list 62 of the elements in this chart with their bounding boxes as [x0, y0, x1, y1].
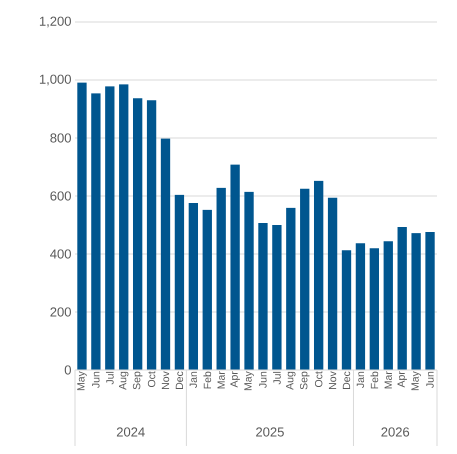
x-tick-label: May — [244, 371, 254, 390]
bar — [188, 202, 198, 370]
y-tick-label: 200 — [50, 307, 71, 317]
y-tick-label: 1,000 — [40, 74, 71, 86]
x-tick-label: Jan — [356, 372, 364, 388]
bar — [77, 82, 87, 370]
x-tick-label: Mar — [384, 371, 392, 388]
bar — [258, 222, 268, 370]
bar — [384, 241, 393, 370]
bar — [216, 188, 226, 370]
x-tick-label: Mar — [218, 371, 225, 388]
bar — [160, 138, 170, 370]
bar — [272, 224, 282, 370]
x-tick-label: Apr — [230, 371, 240, 388]
x-tick-label: Aug — [286, 372, 296, 390]
x-tick-label: Dec — [342, 371, 350, 389]
bar — [286, 208, 296, 370]
bar — [132, 98, 142, 370]
y-tick-label: 800 — [50, 133, 71, 143]
x-tick-label: May — [411, 371, 421, 390]
x-tick-label: Jul — [273, 372, 281, 384]
x-tick-label: Nov — [328, 371, 336, 389]
y-tick-label: 600 — [50, 191, 71, 201]
x-tick-label: May — [77, 371, 87, 390]
bar — [356, 243, 366, 370]
x-tick-label: Jan — [190, 372, 198, 388]
x-tick-label: Jun — [259, 372, 267, 388]
bar — [244, 192, 254, 370]
bar — [328, 198, 338, 370]
x-tick-label: Apr — [398, 371, 407, 388]
bar — [342, 250, 352, 370]
x-tick-label: Feb — [203, 372, 212, 388]
bar — [105, 86, 114, 370]
bar — [230, 164, 240, 370]
text: 2024 — [116, 427, 145, 437]
x-tick-label: Dec — [176, 371, 184, 389]
y-tick-label: 400 — [50, 249, 71, 259]
bar — [314, 180, 324, 370]
bar — [146, 100, 156, 370]
y-tick-label: 1,200 — [40, 16, 71, 28]
x-tick-label: Oct — [314, 371, 322, 388]
x-tick-label: Feb — [370, 372, 378, 388]
x-tick-label: Aug — [119, 372, 128, 390]
x-tick-label: Jun — [426, 372, 434, 388]
x-tick-label: Nov — [162, 371, 170, 389]
bar — [174, 194, 184, 370]
bar — [91, 93, 101, 370]
x-tick-label: Jul — [106, 372, 114, 384]
bar — [411, 233, 421, 370]
bar — [202, 210, 212, 370]
x-tick-label: Oct — [148, 371, 156, 388]
bar — [300, 188, 310, 370]
bar — [119, 84, 128, 370]
text: 2025 — [256, 427, 284, 437]
bar — [398, 227, 407, 370]
text: 2026 — [381, 427, 410, 437]
bar — [425, 232, 435, 370]
y-tick-label: 0 — [64, 365, 71, 375]
x-tick-label: Jun — [92, 372, 100, 388]
bar — [370, 248, 380, 370]
x-tick-label: Sep — [132, 372, 142, 390]
x-tick-label: Sep — [300, 372, 310, 390]
